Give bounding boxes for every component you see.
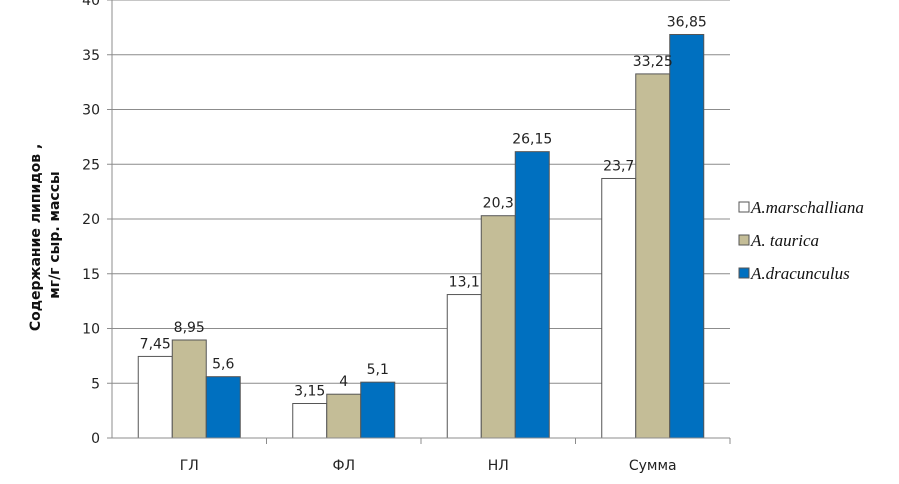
x-tick-labels: ГЛ ФЛ НЛ Сумма — [180, 458, 677, 474]
legend: A.marschalliana A. taurica A.dracunculus — [738, 198, 864, 283]
y-tick-labels: 0 5 10 15 20 25 30 35 40 — [82, 0, 100, 447]
y-tick-label: 0 — [91, 431, 100, 447]
legend-swatch — [738, 234, 750, 246]
data-labels: 7,458,95 5,6 3,15 4 5,1 13,1 20,3 26,15 23,7 33,2… — [140, 14, 707, 399]
legend-swatch — [738, 201, 750, 213]
x-tick-label: НЛ — [488, 458, 509, 474]
y-tick-label: 35 — [82, 48, 100, 64]
axes — [107, 0, 731, 444]
legend-label: A.dracunculus — [750, 264, 850, 283]
legend-label: A.marschalliana — [750, 198, 864, 217]
bar — [446, 294, 482, 439]
y-tick-label: 15 — [82, 267, 100, 283]
y-tick-label: 5 — [91, 376, 100, 392]
x-tick-label: Сумма — [629, 458, 677, 474]
y-tick-label: 40 — [82, 0, 100, 9]
data-label: 20,3 — [483, 196, 514, 212]
x-tick-label: ФЛ — [332, 458, 355, 474]
bar — [137, 355, 173, 439]
bar — [205, 376, 241, 439]
data-label: 36,85 — [667, 14, 707, 30]
gridlines — [112, 0, 730, 384]
data-label: 5,6 — [212, 357, 234, 373]
bar — [601, 177, 637, 439]
x-tick-label: ГЛ — [180, 458, 199, 474]
bar — [292, 403, 328, 439]
data-label: 4 — [339, 374, 348, 390]
data-label: 5,1 — [367, 362, 389, 378]
data-label: 3,15 — [294, 384, 325, 400]
bar — [480, 215, 516, 439]
y-tick-label: 10 — [82, 322, 100, 338]
legend-swatch — [738, 267, 750, 279]
legend-label: A. taurica — [750, 231, 819, 250]
y-axis-label: Содержание липидов , мг/г сыр. массы — [28, 139, 63, 331]
data-label: 7,45 — [140, 336, 171, 352]
bar — [360, 381, 396, 439]
y-axis-label-line-2: мг/г сыр. массы — [47, 171, 63, 298]
bar — [669, 33, 705, 439]
bar — [635, 73, 671, 439]
y-tick-label: 30 — [82, 103, 100, 119]
y-tick-label: 25 — [82, 157, 100, 173]
y-tick-label: 20 — [82, 212, 100, 228]
y-axis-label-line-1: Содержание липидов , — [28, 144, 44, 331]
bar — [514, 151, 550, 439]
bar — [171, 339, 207, 439]
bars — [137, 33, 705, 439]
data-label: 23,7 — [603, 158, 634, 174]
data-label: 13,1 — [449, 275, 480, 291]
data-label: 8,95 — [174, 320, 205, 336]
data-label: 33,25 — [633, 54, 673, 70]
data-label: 26,15 — [512, 132, 552, 148]
bar — [326, 393, 362, 439]
